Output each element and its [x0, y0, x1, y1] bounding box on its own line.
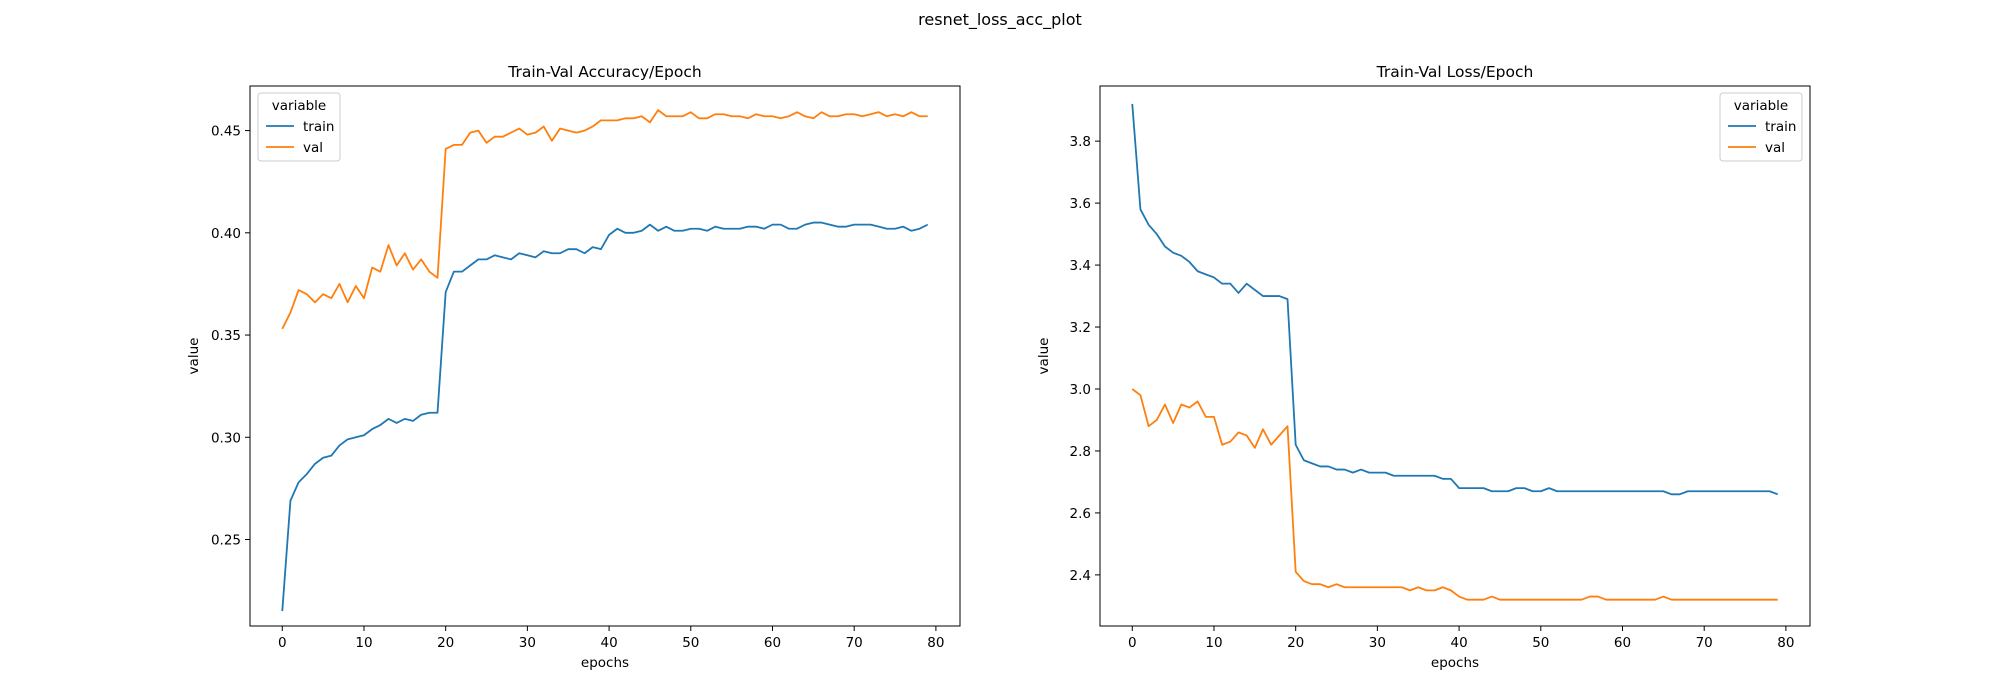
loss-x-axis-label: epochs — [1431, 655, 1479, 671]
loss-x-tick-label: 0 — [1128, 635, 1137, 651]
loss-x-tick-label: 40 — [1450, 635, 1467, 651]
loss-legend-label-val: val — [1765, 140, 1785, 156]
loss-x-tick-label: 60 — [1614, 635, 1631, 651]
loss-y-tick-label: 2.4 — [1070, 568, 1091, 584]
accuracy-x-tick-label: 80 — [927, 635, 944, 651]
loss-x-tick-label: 50 — [1532, 635, 1549, 651]
accuracy-y-tick-label: 0.25 — [211, 533, 241, 549]
accuracy-y-axis-label: value — [186, 338, 202, 375]
loss-x-tick-label: 30 — [1369, 635, 1386, 651]
loss-axes-frame — [1099, 85, 1811, 627]
loss-series-line-val — [1131, 388, 1778, 601]
accuracy-x-axis-label: epochs — [581, 655, 629, 671]
loss-x-tick-label: 20 — [1287, 635, 1304, 651]
accuracy-y-tick-label: 0.30 — [211, 430, 241, 446]
loss-y-tick-label: 3.4 — [1070, 258, 1091, 274]
loss-legend-box — [1719, 92, 1803, 162]
accuracy-x-tick-label: 20 — [437, 635, 454, 651]
figure-suptitle: resnet_loss_acc_plot — [918, 10, 1082, 29]
loss-y-tick-label: 3.0 — [1070, 382, 1091, 398]
loss-y-tick-label: 3.8 — [1070, 134, 1091, 150]
accuracy-legend-label-val: val — [303, 140, 323, 156]
loss-y-tick-label: 3.2 — [1070, 320, 1091, 336]
loss-y-axis-label: value — [1036, 338, 1052, 375]
loss-chart-panel: Train-Val Loss/Epoch epochs value variab… — [1036, 63, 1811, 671]
loss-x-tick-label: 70 — [1696, 635, 1713, 651]
accuracy-x-tick-label: 40 — [600, 635, 617, 651]
accuracy-y-tick-label: 0.40 — [211, 226, 241, 242]
accuracy-y-tick-label: 0.35 — [211, 328, 241, 344]
accuracy-chart-panel: Train-Val Accuracy/Epoch epochs value va… — [186, 63, 961, 671]
accuracy-legend-label-train: train — [303, 119, 334, 135]
loss-x-tick-label: 10 — [1205, 635, 1222, 651]
accuracy-x-tick-label: 60 — [764, 635, 781, 651]
accuracy-chart-title: Train-Val Accuracy/Epoch — [507, 63, 701, 81]
accuracy-series-line-val — [281, 109, 928, 330]
accuracy-x-tick-label: 10 — [355, 635, 372, 651]
loss-y-tick-label: 2.8 — [1070, 444, 1091, 460]
accuracy-x-tick-label: 0 — [278, 635, 287, 651]
loss-y-tick-label: 2.6 — [1070, 506, 1091, 522]
accuracy-x-tick-label: 30 — [519, 635, 536, 651]
loss-chart-title: Train-Val Loss/Epoch — [1376, 63, 1534, 81]
loss-x-tick-label: 80 — [1777, 635, 1794, 651]
loss-legend-title: variable — [1734, 98, 1788, 114]
accuracy-x-tick-label: 70 — [846, 635, 863, 651]
accuracy-legend-title: variable — [272, 98, 326, 114]
accuracy-series-line-train — [281, 221, 929, 612]
accuracy-axes-frame — [249, 85, 961, 627]
accuracy-legend-box — [257, 92, 341, 162]
accuracy-x-tick-label: 50 — [682, 635, 699, 651]
loss-y-tick-label: 3.6 — [1070, 196, 1091, 212]
loss-legend-label-train: train — [1765, 119, 1796, 135]
accuracy-y-tick-label: 0.45 — [211, 124, 241, 140]
loss-series-line-train — [1131, 103, 1779, 496]
